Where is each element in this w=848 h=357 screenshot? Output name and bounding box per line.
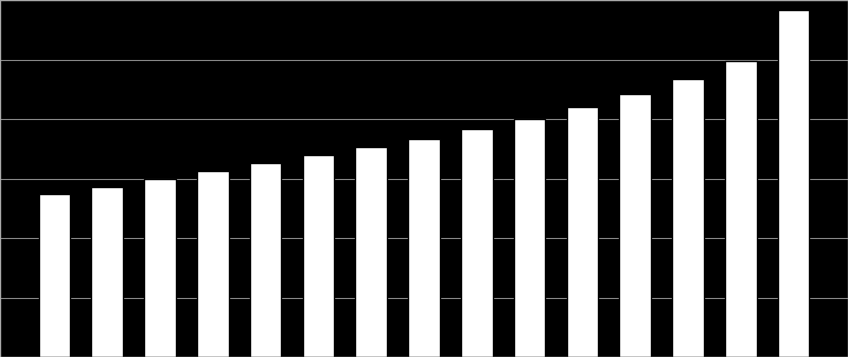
Bar: [672, 79, 704, 357]
Bar: [461, 129, 493, 357]
Bar: [38, 194, 70, 357]
Bar: [144, 178, 176, 357]
Bar: [725, 61, 756, 357]
Bar: [514, 119, 545, 357]
Bar: [778, 10, 810, 357]
Bar: [619, 94, 651, 357]
Bar: [408, 139, 440, 357]
Bar: [197, 171, 229, 357]
Bar: [92, 187, 123, 357]
Bar: [566, 107, 598, 357]
Bar: [250, 163, 282, 357]
Bar: [355, 147, 387, 357]
Bar: [303, 155, 334, 357]
